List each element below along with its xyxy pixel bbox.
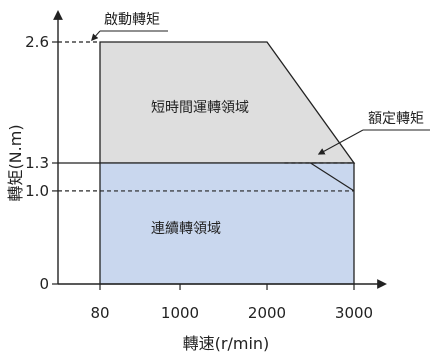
region-continuous <box>99 162 355 285</box>
x-tick-label-2000: 2000 <box>248 304 286 322</box>
x-tick-label-3000: 3000 <box>335 304 373 322</box>
x-axis-title: 轉速(r/min) <box>183 334 270 353</box>
region-label-continuous: 連續轉領域 <box>151 220 221 237</box>
y-tick-label-1.3: 1.3 <box>25 154 49 172</box>
annotation-rated-torque: 額定轉矩 <box>368 111 424 127</box>
annotation-starting-torque: 啟動轉矩 <box>104 12 160 28</box>
x-tick-label-80: 80 <box>90 304 109 322</box>
y-tick-label-1.0: 1.0 <box>25 182 49 200</box>
y-tick-label-0: 0 <box>39 275 49 293</box>
x-tick-label-1000: 1000 <box>161 304 199 322</box>
annotation-leader-starting <box>91 30 101 42</box>
guide-line-2 <box>310 162 355 192</box>
regions-layer <box>99 41 356 285</box>
guides-layer <box>58 41 355 192</box>
y-axis-title: 轉矩(N.m) <box>6 124 25 201</box>
axes-layer <box>52 10 387 290</box>
annotation-leader-rated <box>317 129 364 155</box>
y-tick-label-2.6: 2.6 <box>25 33 49 51</box>
region-label-short-time: 短時間運轉領域 <box>151 99 249 116</box>
